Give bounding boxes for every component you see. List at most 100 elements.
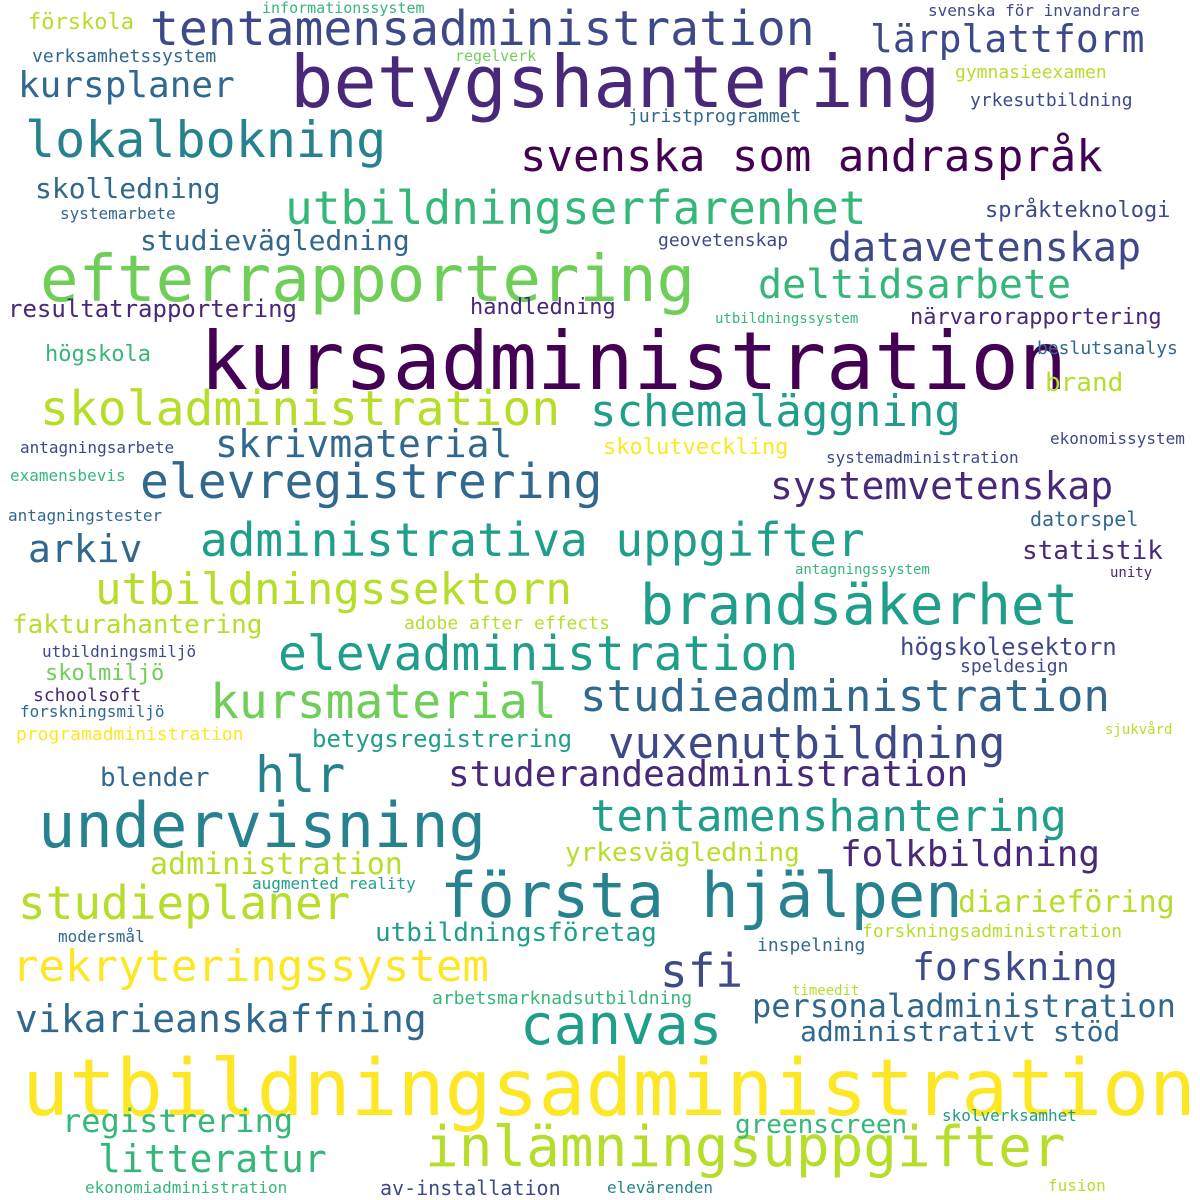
cloud-word: närvarorapportering <box>910 305 1162 330</box>
cloud-word: hlr <box>255 746 346 804</box>
cloud-word: blender <box>100 763 210 793</box>
cloud-word: utbildningssektorn <box>95 564 572 615</box>
cloud-word: diarieföring <box>958 885 1175 920</box>
cloud-word: högskolesektorn <box>900 633 1117 661</box>
cloud-word: informationssystem <box>262 0 425 17</box>
cloud-word: deltidsarbete <box>758 262 1072 308</box>
cloud-word: handledning <box>470 295 616 320</box>
cloud-word: lokalbokning <box>25 111 387 169</box>
cloud-word: elevadministration <box>278 626 799 682</box>
cloud-word: administrativt stöd <box>800 1015 1121 1048</box>
cloud-word: canvas <box>520 993 723 1058</box>
cloud-word: tentamensadministration <box>150 1 815 57</box>
cloud-word: undervisning <box>38 789 486 862</box>
cloud-word: forskningsadministration <box>862 921 1123 942</box>
cloud-word: datavetenskap <box>828 225 1142 271</box>
cloud-word: systemarbete <box>60 204 176 223</box>
cloud-word: yrkesutbildning <box>970 90 1133 111</box>
cloud-word: inspelning <box>757 935 866 956</box>
cloud-word: av-installation <box>380 1176 561 1200</box>
cloud-word: efterrapportering <box>40 243 696 317</box>
cloud-word: forskning <box>912 945 1118 989</box>
cloud-word: programadministration <box>16 724 244 745</box>
cloud-word: antagningssystem <box>795 562 930 578</box>
cloud-word: brand <box>1045 368 1124 398</box>
cloud-word: kursadministration <box>200 315 1067 408</box>
cloud-word: datorspel <box>1030 507 1139 531</box>
cloud-word: inlämningsuppgifter <box>425 1115 1066 1180</box>
cloud-word: fusion <box>1048 1176 1106 1195</box>
cloud-word: studievägledning <box>140 224 410 257</box>
cloud-word: kursmaterial <box>210 674 557 730</box>
cloud-word: yrkesvägledning <box>565 838 800 868</box>
cloud-word: ekonomiadministration <box>85 1178 288 1197</box>
cloud-word: modersmål <box>58 927 145 946</box>
cloud-word: sfi <box>660 944 744 998</box>
cloud-word: skoladministration <box>40 381 561 437</box>
cloud-word: resultatrapportering <box>8 295 297 323</box>
cloud-word: timeedit <box>792 983 860 999</box>
cloud-word: statistik <box>1022 536 1163 566</box>
cloud-word: elevärenden <box>607 1178 713 1197</box>
cloud-word: betygsregistrering <box>312 725 573 753</box>
cloud-word: skolledning <box>35 172 221 205</box>
cloud-word: schoolsoft <box>33 685 142 706</box>
cloud-word: skolutveckling <box>603 435 789 460</box>
cloud-word: greenscreen <box>735 1110 908 1140</box>
cloud-word: utbildningsmiljö <box>42 642 197 661</box>
cloud-word: högskola <box>45 342 151 367</box>
cloud-word: regelverk <box>455 47 537 65</box>
cloud-word: gymnasieexamen <box>955 62 1107 83</box>
cloud-word: antagningsarbete <box>20 438 175 457</box>
cloud-word: svenska som andraspråk <box>520 131 1103 182</box>
cloud-word: förskola <box>28 10 134 35</box>
cloud-word: elevregistrering <box>140 454 603 510</box>
cloud-word: tentamenshantering <box>590 791 1067 842</box>
cloud-word: vuxenutbildning <box>608 718 1006 769</box>
cloud-word: antagningstester <box>8 506 163 525</box>
cloud-word: speldesign <box>960 656 1069 677</box>
cloud-word: kursplaner <box>18 65 235 106</box>
cloud-word: registrering <box>62 1102 294 1140</box>
cloud-word: ekonomissystem <box>1050 429 1185 448</box>
cloud-word: forskningsmiljö <box>20 702 165 721</box>
cloud-word: utbildningsadministration <box>22 1044 1196 1134</box>
cloud-word: vikarieanskaffning <box>15 997 427 1041</box>
cloud-word: språkteknologi <box>985 198 1171 223</box>
cloud-word: augmented reality <box>252 874 416 893</box>
cloud-word: litteratur <box>98 1137 327 1181</box>
cloud-word: unity <box>1110 565 1153 581</box>
cloud-word: utbildningsföretag <box>375 918 657 948</box>
cloud-word: skolverksamhet <box>942 1106 1077 1125</box>
cloud-word: systemadministration <box>826 448 1019 467</box>
cloud-word: juristprogrammet <box>628 106 802 127</box>
cloud-word: systemvetenskap <box>770 464 1114 508</box>
cloud-word: studieadministration <box>580 671 1110 722</box>
cloud-word: utbildningserfarenhet <box>285 181 867 235</box>
cloud-word: beslutsanalys <box>1037 338 1178 359</box>
cloud-word: utbildningssystem <box>715 311 859 327</box>
cloud-word: schemaläggning <box>590 386 961 437</box>
cloud-word: betygshantering <box>290 40 941 124</box>
cloud-word: arbetsmarknadsutbildning <box>432 988 693 1009</box>
cloud-word: fakturahantering <box>12 610 263 640</box>
cloud-word: verksamhetssystem <box>32 46 217 67</box>
cloud-word: adobe after effects <box>404 613 610 634</box>
cloud-word: administrativa uppgifter <box>200 513 865 567</box>
cloud-word: sjukvård <box>1105 722 1173 738</box>
cloud-word: lärplattform <box>870 17 1145 61</box>
cloud-word: rekryteringssystem <box>12 941 489 992</box>
cloud-word: skolmiljö <box>45 661 165 686</box>
cloud-word: första hjälpen <box>440 859 963 932</box>
cloud-word: brandsäkerhet <box>640 573 1079 638</box>
cloud-word: folkbildning <box>840 834 1101 875</box>
cloud-word: svenska för invandrare <box>928 1 1140 20</box>
cloud-word: examensbevis <box>10 466 126 485</box>
cloud-word: studerandeadministration <box>448 754 969 795</box>
cloud-word: personaladministration <box>752 987 1176 1025</box>
cloud-word: geovetenskap <box>658 230 789 251</box>
cloud-word: studieplaner <box>18 876 351 930</box>
cloud-word: administration <box>150 847 403 882</box>
cloud-word: arkiv <box>28 527 143 571</box>
